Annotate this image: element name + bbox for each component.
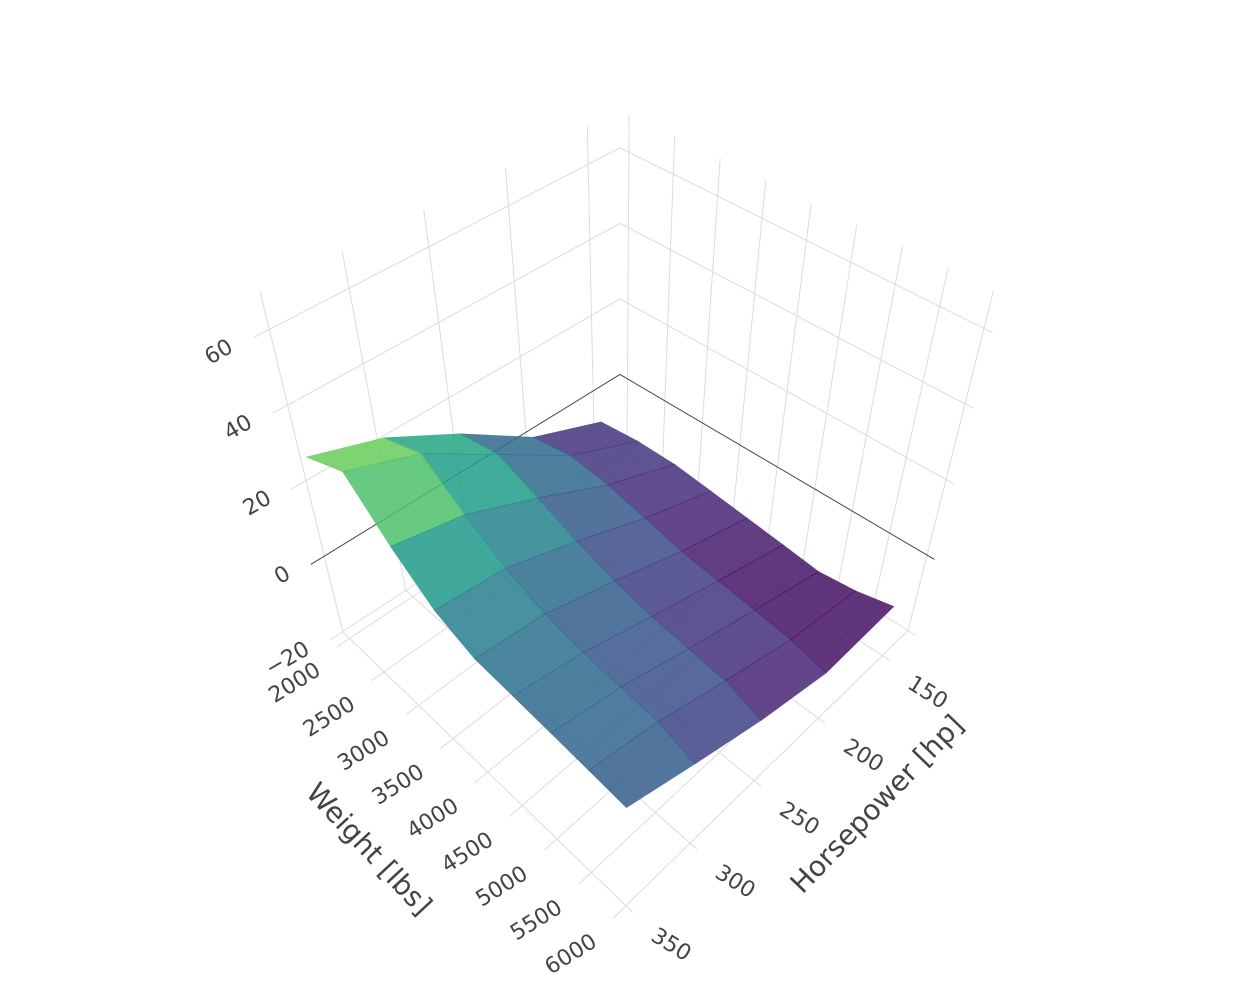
wall-grid-x <box>767 202 812 543</box>
wall-grid-z <box>253 147 621 339</box>
z-tick-label: 20 <box>239 486 276 522</box>
floor-grid-y <box>342 631 634 913</box>
wall-grid-z <box>272 222 621 414</box>
wall-grid-x <box>907 290 994 631</box>
x-tick-label: 6000 <box>541 929 602 980</box>
z-tick-label: 40 <box>220 410 257 446</box>
wall-grid-x <box>626 114 630 455</box>
wall-grid-y <box>586 126 596 467</box>
x-axis-title: Weight [lbs] <box>300 776 439 922</box>
x-tick-label: 5500 <box>506 895 567 946</box>
wall-grid-z <box>619 147 994 334</box>
y-tick-label: 150 <box>903 671 952 714</box>
wall-grid-x <box>837 246 903 587</box>
x-tick-label: 4000 <box>403 793 464 844</box>
x-tick-label: 3000 <box>334 726 395 777</box>
wall-grid-x <box>802 224 858 565</box>
floor-grid-x <box>612 630 909 919</box>
wall-grid-y <box>259 291 344 632</box>
x-tick-label: 3500 <box>368 760 429 811</box>
wall-grid-z <box>619 222 974 409</box>
x-tick-label: 4500 <box>437 827 498 878</box>
wall-grid-x <box>661 136 676 477</box>
z-tick-label: 0 <box>270 561 295 590</box>
x-tick-label: 5000 <box>472 861 533 912</box>
wall-grid-z <box>619 298 955 485</box>
wall-grid-z <box>619 374 935 560</box>
x-tick-label: 2500 <box>299 692 360 743</box>
z-tick-label: 60 <box>201 335 238 371</box>
wall-grid-x <box>696 158 721 499</box>
surface-layer <box>305 421 895 808</box>
wall-grid-x <box>872 268 949 609</box>
y-tick-label: 200 <box>839 734 888 777</box>
wall-grid-x <box>731 180 767 521</box>
y-tick-label: 300 <box>711 860 760 903</box>
y-tick-label: 350 <box>646 923 695 966</box>
y-tick-label: 250 <box>775 797 824 840</box>
surface-cell <box>588 721 696 808</box>
y-axis-title: Horsepower [hp] <box>784 708 971 899</box>
